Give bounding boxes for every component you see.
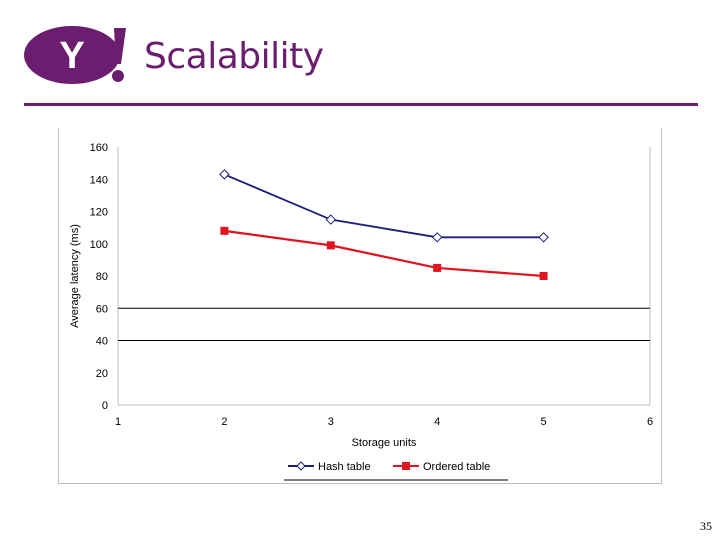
y-tick-label: 120 — [90, 207, 108, 219]
slide-title: Scalability — [144, 36, 324, 77]
data-point-ordered — [433, 263, 442, 272]
y-tick-label: 80 — [96, 271, 108, 283]
y-tick-label: 140 — [90, 174, 108, 186]
page-number: 35 — [700, 519, 712, 533]
x-tick-label: 6 — [647, 416, 653, 428]
y-tick-label: 60 — [96, 303, 108, 315]
legend-marker-ordered — [402, 462, 410, 470]
x-tick-label: 1 — [115, 416, 121, 428]
x-tick-label: 4 — [434, 416, 440, 428]
data-point-hash — [219, 169, 230, 180]
y-tick-label: 160 — [90, 142, 108, 154]
latency-chart: 0 20 40 60 80 100 120 140 160 1 2 3 4 5 6 Storage units… — [58, 128, 662, 484]
x-tick-label: 2 — [221, 416, 227, 428]
svg-text:Y: Y — [59, 35, 84, 77]
legend-label-1: Ordered table — [423, 461, 490, 473]
data-point-hash — [325, 214, 337, 225]
data-point-ordered — [220, 226, 229, 235]
data-point-hash — [538, 232, 549, 243]
legend-marker-hash — [296, 461, 306, 471]
y-tick-label: 40 — [96, 336, 108, 348]
yahoo-logo: Y — [24, 26, 126, 84]
y-tick-label: 0 — [102, 400, 108, 412]
data-point-ordered — [539, 272, 548, 280]
data-point-hash — [431, 232, 443, 243]
title-divider — [24, 103, 698, 106]
series-line-0 — [224, 173, 544, 239]
series-line-1 — [224, 229, 544, 278]
y-tick-label: 20 — [96, 368, 108, 380]
y-axis-label: Average latency (ms) — [69, 224, 81, 328]
x-tick-label: 3 — [328, 416, 334, 428]
data-point-ordered — [326, 241, 335, 250]
x-axis-label: Storage units — [352, 437, 417, 449]
legend-label-0: Hash table — [318, 461, 371, 473]
x-tick-label: 5 — [541, 416, 547, 428]
y-tick-label: 100 — [90, 239, 108, 251]
